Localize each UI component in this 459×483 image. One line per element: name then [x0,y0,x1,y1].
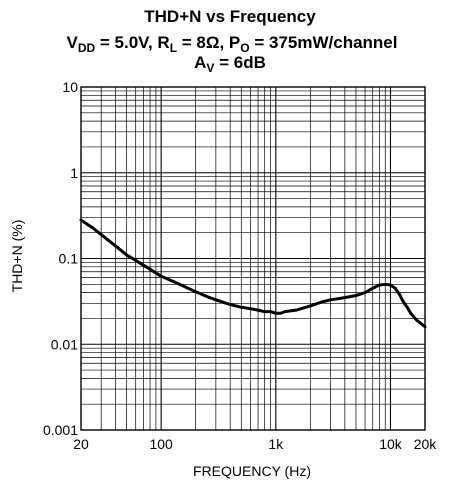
x-tick-label: 100 [149,436,173,452]
rl-subscript: L [170,41,177,55]
y-tick-label: 0.01 [51,336,78,352]
vdd-subscript: DD [78,41,96,55]
plot-frame [80,86,426,431]
x-tick-label: 20 [73,436,89,452]
y-tick-label: 10 [62,79,78,95]
x-tick-labels: 20 100 1k 10k 20k [73,436,437,452]
chart-title-line3: AV = 6dB [194,53,266,75]
data-series [79,218,427,329]
x-tick-label: 1k [268,436,284,452]
y-axis-label: THD+N (%) [9,220,25,293]
grid-lines [80,86,426,431]
x-tick-label: 20k [414,436,438,452]
av-value: = 6dB [214,53,266,72]
po-subscript: O [240,41,249,55]
chart-title-line2: VDD = 5.0V, RL = 8Ω, PO = 375mW/channel [66,33,397,55]
y-tick-label: 1 [70,165,78,181]
y-tick-label: 0.001 [43,422,78,438]
thd-curve [79,218,427,329]
chart-title-line1: THD+N vs Frequency [144,7,316,26]
av-symbol: A [194,53,206,72]
vdd-value: = 5.0V, R [95,33,170,52]
vdd-symbol: V [66,33,78,52]
x-axis-label: FREQUENCY (Hz) [193,463,311,479]
x-tick-label: 10k [379,436,403,452]
rl-value: = 8Ω, P [177,33,240,52]
y-tick-label: 0.1 [59,251,79,267]
po-value: = 375mW/channel [250,33,398,52]
av-subscript: V [206,61,214,75]
y-tick-labels: 0.001 0.01 0.1 1 10 [43,79,78,438]
